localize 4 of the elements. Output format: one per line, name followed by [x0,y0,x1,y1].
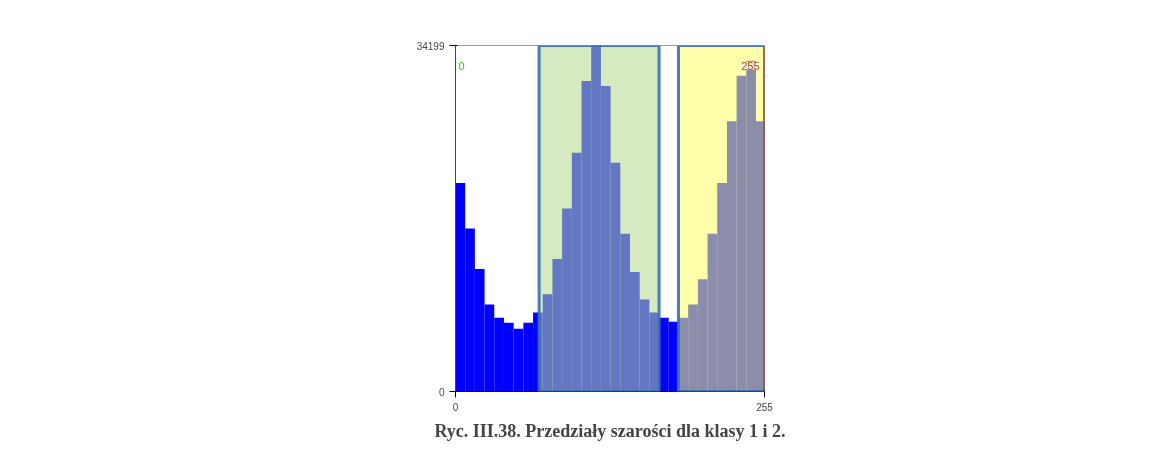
text: Ryc. III.38. Przedziały szarości dla klasy 1 i 2. [434,420,786,441]
y-tick-label: 34199 [416,40,445,52]
ref-line-label: 255 [741,59,760,72]
ref-line-label: 0 [458,59,465,72]
